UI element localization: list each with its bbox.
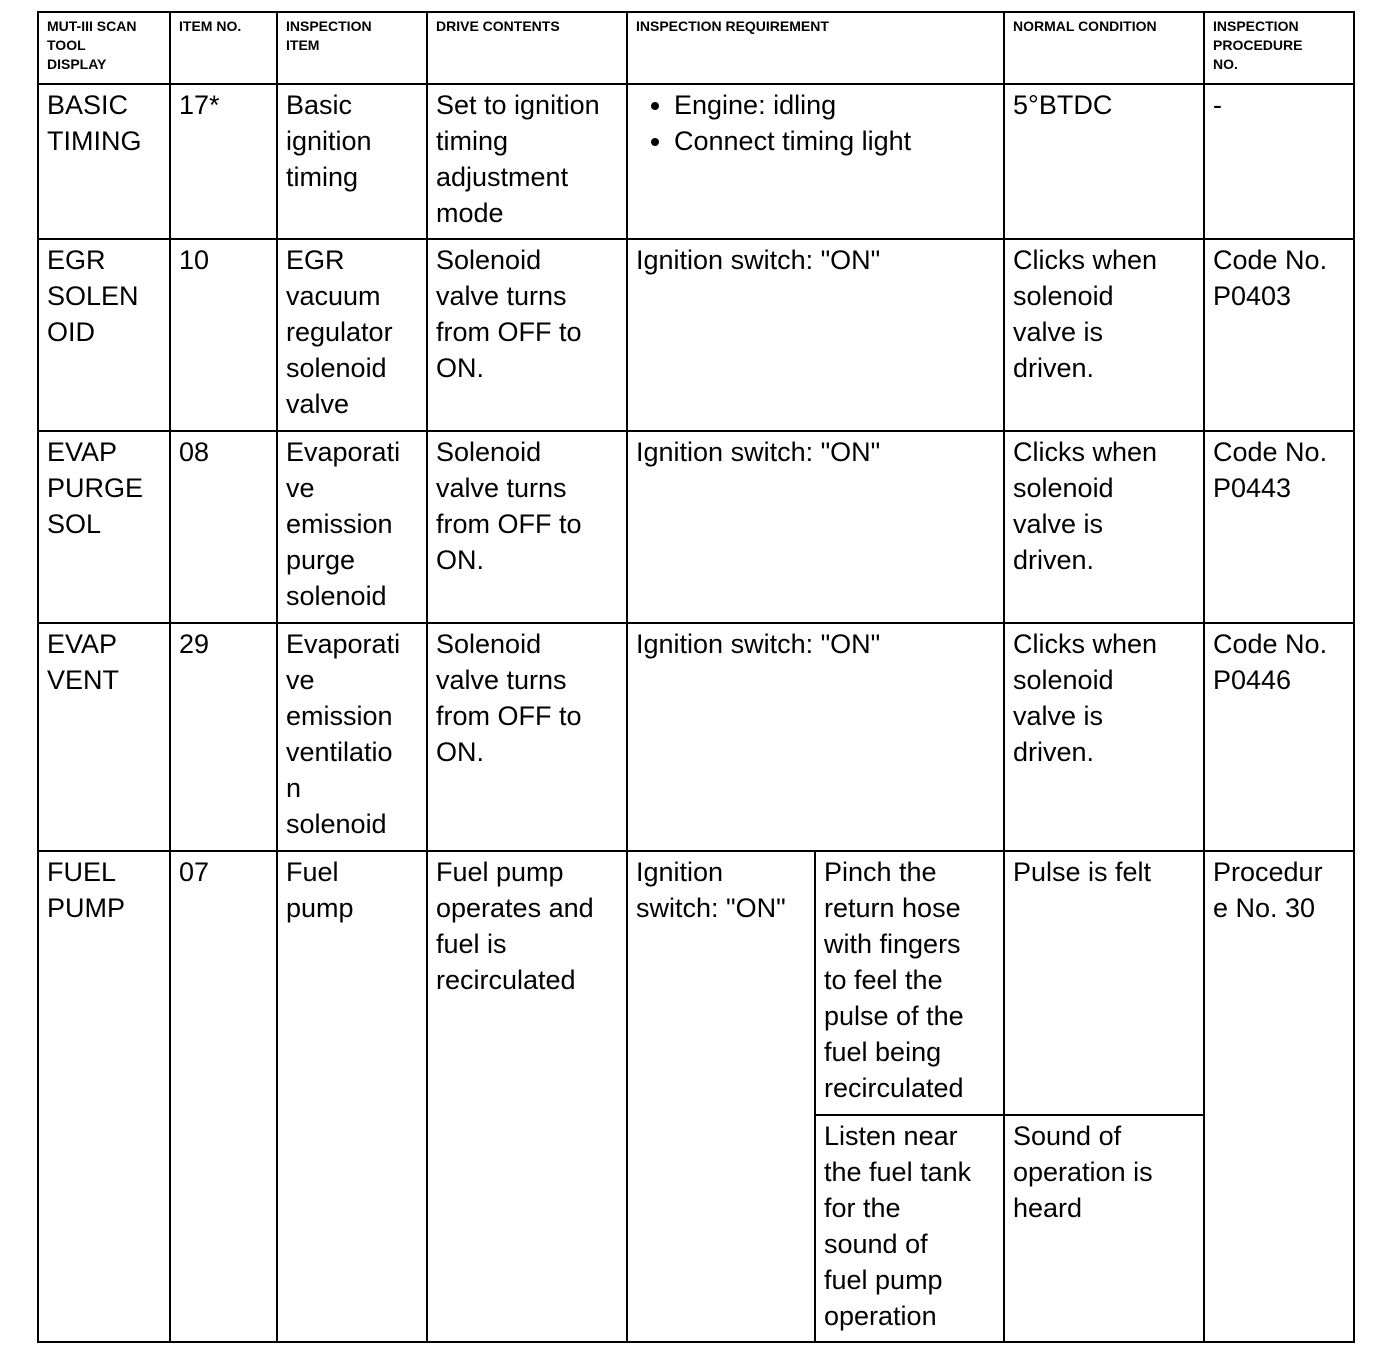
cell-drive: Fuel pump operates and fuel is recircula…	[426, 850, 628, 1343]
header-scan-tool-display: MUT-III SCAN TOOL DISPLAY	[37, 11, 171, 85]
cell-item: Basic ignition timing	[276, 83, 428, 240]
cell-item-no: 08	[169, 430, 278, 624]
cell-requirement: Ignition switch: "ON"	[626, 850, 816, 1343]
cell-item-no: 10	[169, 238, 278, 432]
cell-item-no: 07	[169, 850, 278, 1343]
cell-display: EGR SOLEN OID	[37, 238, 171, 432]
cell-item: Evaporati ve emission purge solenoid	[276, 430, 428, 624]
cell-item-no: 17*	[169, 83, 278, 240]
cell-drive: Solenoid valve turns from OFF to ON.	[426, 622, 628, 852]
cell-item: EGR vacuum regulator solenoid valve	[276, 238, 428, 432]
header-normal-condition: NORMAL CONDITION	[1003, 11, 1205, 85]
cell-procedure: Code No. P0403	[1203, 238, 1355, 432]
cell-drive: Set to ignition timing adjustment mode	[426, 83, 628, 240]
cell-normal: Clicks when solenoid valve is driven.	[1003, 238, 1205, 432]
cell-procedure: Code No. P0443	[1203, 430, 1355, 624]
requirement-item: Engine: idling	[674, 87, 997, 123]
cell-procedure: Procedur e No. 30	[1203, 850, 1355, 1343]
cell-item: Fuel pump	[276, 850, 428, 1343]
cell-drive: Solenoid valve turns from OFF to ON.	[426, 430, 628, 624]
cell-display: FUEL PUMP	[37, 850, 171, 1343]
cell-display: EVAP PURGE SOL	[37, 430, 171, 624]
cell-normal: Pulse is felt	[1003, 850, 1205, 1116]
header-drive-contents: DRIVE CONTENTS	[426, 11, 628, 85]
cell-normal: Clicks when solenoid valve is driven.	[1003, 622, 1205, 852]
cell-procedure: Code No. P0446	[1203, 622, 1355, 852]
cell-requirement: Ignition switch: "ON"	[626, 238, 1005, 432]
cell-normal: 5°BTDC	[1003, 83, 1205, 240]
header-inspection-requirement: INSPECTION REQUIREMENT	[626, 11, 1005, 85]
header-item-no: ITEM NO.	[169, 11, 278, 85]
header-procedure-no: INSPECTION PROCEDURE NO.	[1203, 11, 1355, 85]
cell-item: Evaporati ve emission ventilatio n solen…	[276, 622, 428, 852]
cell-requirement: Engine: idling Connect timing light	[626, 83, 1005, 240]
requirement-item: Connect timing light	[674, 123, 997, 159]
cell-requirement: Ignition switch: "ON"	[626, 622, 1005, 852]
cell-display: EVAP VENT	[37, 622, 171, 852]
cell-procedure: -	[1203, 83, 1355, 240]
cell-method-listen: Listen near the fuel tank for the sound …	[814, 1114, 1005, 1343]
requirement-list: Engine: idling Connect timing light	[636, 87, 997, 159]
header-inspection-item: INSPECTION ITEM	[276, 11, 428, 85]
cell-method-pinch: Pinch the return hose with fingers to fe…	[814, 850, 1005, 1116]
cell-normal: Clicks when solenoid valve is driven.	[1003, 430, 1205, 624]
cell-normal: Sound of operation is heard	[1003, 1114, 1205, 1343]
cell-display: BASIC TIMING	[37, 83, 171, 240]
cell-drive: Solenoid valve turns from OFF to ON.	[426, 238, 628, 432]
cell-requirement: Ignition switch: "ON"	[626, 430, 1005, 624]
cell-item-no: 29	[169, 622, 278, 852]
